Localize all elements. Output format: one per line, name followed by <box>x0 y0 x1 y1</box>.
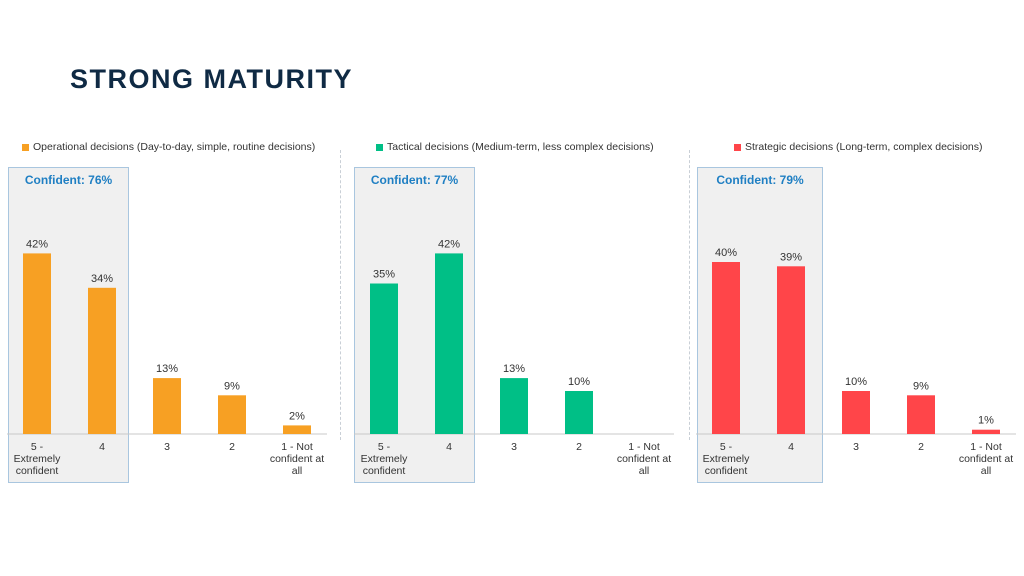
legend-swatch <box>22 143 29 151</box>
confident-label: Confident: 77% <box>370 173 459 187</box>
bar <box>435 253 463 434</box>
panel-divider <box>689 150 690 440</box>
data-label: 42% <box>26 238 48 250</box>
confident-label: Confident: 76% <box>24 173 113 187</box>
x-tick-label: 1 - Not confident at all <box>617 441 671 477</box>
legend-label: Operational decisions (Day-to-day, simpl… <box>33 141 316 153</box>
bar <box>565 391 593 434</box>
x-tick-label: 1 - Not confident at all <box>959 441 1013 477</box>
x-tick-label: 4 <box>788 441 794 453</box>
bar <box>907 395 935 434</box>
bar <box>370 283 398 434</box>
x-tick-label: 5 -Extremely confident <box>703 441 750 477</box>
x-tick-label: 2 <box>229 441 235 453</box>
x-tick-label: 4 <box>99 441 105 453</box>
bar <box>283 425 311 434</box>
legend-label: Tactical decisions (Medium-term, less co… <box>387 141 654 153</box>
data-label: 10% <box>568 376 590 388</box>
bar <box>500 378 528 434</box>
page-title: STRONG MATURITY <box>70 64 353 94</box>
bar <box>218 395 246 434</box>
data-label: 9% <box>224 380 240 392</box>
x-tick-label: 2 <box>918 441 924 453</box>
bar-chart: 42% 5 -Extremely confident 34% 4 13% 3 9% 2 2% 1 -… <box>7 238 327 477</box>
legend: Strategic decisions (Long-term, complex … <box>734 141 983 153</box>
x-tick-label: 3 <box>164 441 170 453</box>
bar <box>712 262 740 434</box>
data-label: 1% <box>978 415 994 427</box>
chart-panel-strategic: Strategic decisions (Long-term, complex … <box>689 0 1024 576</box>
data-label: 13% <box>156 363 178 375</box>
bar <box>777 266 805 434</box>
data-label: 40% <box>715 247 737 259</box>
chart-panel-operational: Operational decisions (Day-to-day, simpl… <box>0 0 340 576</box>
data-label: 35% <box>373 269 395 281</box>
bar <box>842 391 870 434</box>
data-label: 39% <box>780 251 802 263</box>
bar <box>88 287 116 434</box>
data-label: 42% <box>438 238 460 250</box>
bar-chart: 35% 5 -Extremely confident 42% 4 13% 3 10% 2 1 - … <box>354 238 674 477</box>
legend: Tactical decisions (Medium-term, less co… <box>376 141 654 153</box>
data-label: 34% <box>91 273 113 285</box>
x-tick-label: 3 <box>511 441 517 453</box>
legend-swatch <box>376 143 383 151</box>
x-tick-label: 5 -Extremely confident <box>361 441 408 477</box>
bar <box>23 253 51 434</box>
data-label: 10% <box>845 376 867 388</box>
legend-swatch <box>734 143 741 151</box>
x-tick-label: 4 <box>446 441 452 453</box>
panel-divider <box>340 150 341 440</box>
x-tick-label: 2 <box>576 441 582 453</box>
legend: Operational decisions (Day-to-day, simpl… <box>22 141 315 153</box>
legend-label: Strategic decisions (Long-term, complex … <box>745 141 983 153</box>
x-tick-label: 5 -Extremely confident <box>14 441 61 477</box>
bar <box>972 429 1000 434</box>
x-tick-label: 3 <box>853 441 859 453</box>
data-label: 2% <box>289 410 305 422</box>
data-label: 9% <box>913 380 929 392</box>
bar <box>153 378 181 434</box>
data-label: 13% <box>503 363 525 375</box>
x-tick-label: 1 - Not confident at all <box>270 441 324 477</box>
chart-panel-tactical: Tactical decisions (Medium-term, less co… <box>340 0 689 576</box>
confident-label: Confident: 79% <box>716 173 804 187</box>
